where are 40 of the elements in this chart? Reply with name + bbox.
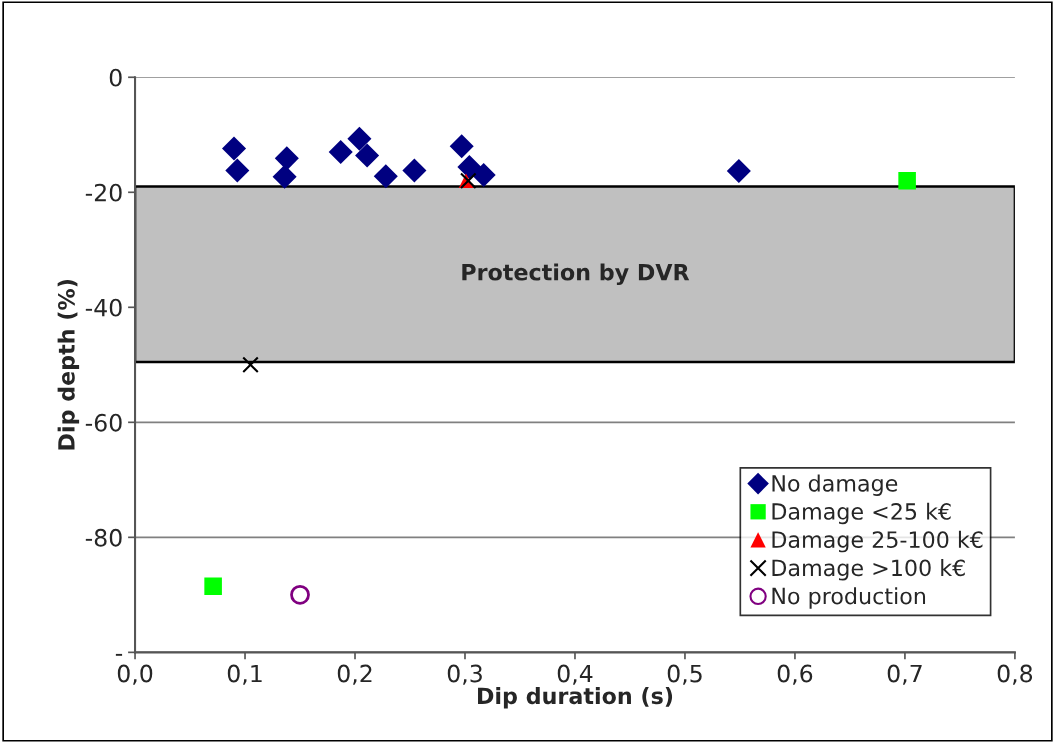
legend-label: Damage 25-100 k€	[772, 530, 983, 553]
x-tick-label: 0,7	[887, 664, 922, 685]
x-tick-label: 0,0	[117, 664, 153, 685]
y-tick-label: -20	[85, 183, 122, 202]
x-tick-label: 0,5	[667, 664, 702, 685]
x-tick-label: 0,6	[777, 664, 813, 685]
point	[355, 143, 380, 168]
point	[457, 154, 482, 180]
point	[290, 584, 310, 605]
y-tick-label: -60	[85, 413, 122, 432]
x-axis-title: Dip duration (s)	[478, 687, 673, 709]
legend-label: Damage >100 k€	[772, 559, 965, 581]
point	[726, 158, 751, 184]
legend-label: No production	[772, 587, 926, 609]
x-tick-label: 0,3	[447, 664, 482, 685]
point	[347, 126, 372, 151]
point	[274, 146, 299, 171]
point	[471, 163, 496, 188]
point	[204, 577, 222, 595]
point	[225, 158, 250, 183]
y-tick-label: -	[115, 653, 123, 656]
legend-label: Damage <25 k€	[772, 502, 951, 525]
y-tick-label: -40	[85, 298, 122, 317]
point	[402, 158, 427, 183]
x-tick-label: 0,2	[337, 664, 372, 685]
y-tick-label: 0	[109, 68, 122, 87]
band-label: Protection by DVR	[462, 263, 690, 286]
y-axis-title: Dip depth (%)	[57, 280, 80, 450]
x-tick-label: 0,4	[557, 664, 593, 685]
point	[449, 134, 474, 159]
point	[222, 136, 247, 161]
point	[373, 164, 398, 189]
x-tick-label: 0,1	[227, 664, 262, 685]
point	[898, 172, 916, 190]
point	[328, 140, 353, 165]
point	[242, 356, 259, 374]
x-tick-label: 0,8	[997, 664, 1033, 685]
point	[272, 164, 297, 189]
y-tick-label: -80	[85, 528, 122, 547]
legend-label: No damage	[772, 474, 898, 496]
